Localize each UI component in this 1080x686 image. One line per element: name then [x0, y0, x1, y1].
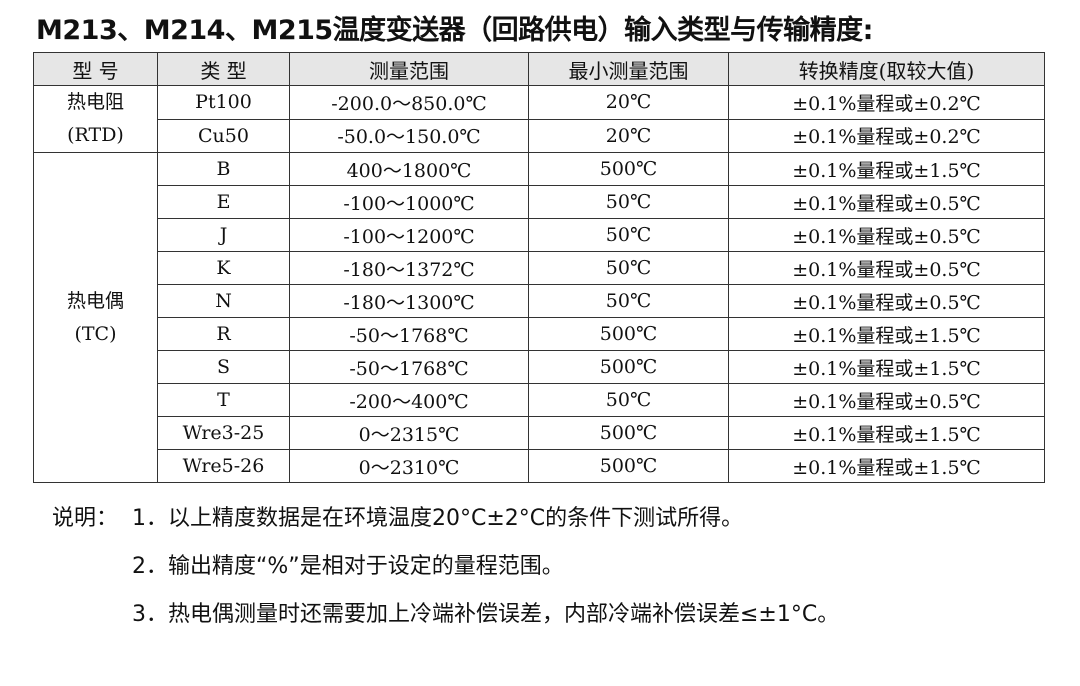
sensor-type-cell: K — [157, 251, 290, 285]
page-title: M213、M214、M215温度变送器（回路供电）输入类型与传输精度: — [36, 15, 873, 46]
min-range-cell: 50℃ — [528, 185, 729, 219]
sensor-type-cell: Cu50 — [157, 118, 290, 153]
group-abbr: (TC) — [74, 322, 117, 345]
measure-range-cell: 0～2315℃ — [289, 416, 529, 450]
min-range-cell: 500℃ — [528, 152, 729, 186]
accuracy-cell: ±0.1%量程或±1.5℃ — [728, 350, 1045, 384]
accuracy-cell: ±0.1%量程或±1.5℃ — [728, 449, 1045, 483]
min-range-cell: 50℃ — [528, 284, 729, 318]
table-row: R -50～1768℃ 500℃ ±0.1%量程或±1.5℃ — [34, 317, 1045, 351]
accuracy-cell: ±0.1%量程或±1.5℃ — [728, 416, 1045, 450]
min-range-cell: 500℃ — [528, 449, 729, 483]
sensor-type-cell: J — [157, 218, 290, 252]
min-range-cell: 500℃ — [528, 350, 729, 384]
accuracy-cell: ±0.1%量程或±0.5℃ — [728, 185, 1045, 219]
table-row: Wre3-25 0～2315℃ 500℃ ±0.1%量程或±1.5℃ — [34, 416, 1045, 450]
header-type: 类 型 — [157, 52, 290, 86]
table-row: 热电偶 (TC) B 400～1800℃ 500℃ ±0.1%量程或±1.5℃ — [33, 152, 1045, 483]
table-row: Wre5-26 0～2310℃ 500℃ ±0.1%量程或±1.5℃ — [34, 449, 1045, 483]
sensor-type-cell: Wre3-25 — [157, 416, 290, 450]
sensor-type-cell: E — [157, 185, 290, 219]
table-row: T -200～400℃ 50℃ ±0.1%量程或±0.5℃ — [34, 383, 1045, 417]
measure-range-cell: -200.0～850.0℃ — [289, 85, 529, 120]
min-range-cell: 20℃ — [528, 85, 729, 120]
min-range-cell: 50℃ — [528, 383, 729, 417]
accuracy-cell: ±0.1%量程或±1.5℃ — [728, 317, 1045, 351]
accuracy-cell: ±0.1%量程或±0.5℃ — [728, 218, 1045, 252]
min-range-cell: 50℃ — [528, 218, 729, 252]
sensor-type-cell: R — [157, 317, 290, 351]
measure-range-cell: -180～1300℃ — [289, 284, 529, 318]
measure-range-cell: -100～1200℃ — [289, 218, 529, 252]
measure-range-cell: -180～1372℃ — [289, 251, 529, 285]
header-min-range: 最小测量范围 — [528, 52, 729, 86]
table-row: J -100～1200℃ 50℃ ±0.1%量程或±0.5℃ — [34, 218, 1045, 252]
sensor-type-cell: T — [157, 383, 290, 417]
min-range-cell: 50℃ — [528, 251, 729, 285]
sensor-type-cell: B — [157, 152, 290, 186]
accuracy-cell: ±0.1%量程或±0.2℃ — [728, 85, 1045, 120]
note-item: 3．热电偶测量时还需要加上冷端补偿误差，内部冷端补偿误差≤±1°C。 — [132, 602, 840, 627]
measure-range-cell: -50～1768℃ — [289, 350, 529, 384]
table-row: K -180～1372℃ 50℃ ±0.1%量程或±0.5℃ — [34, 251, 1045, 285]
accuracy-cell: ±0.1%量程或±0.5℃ — [728, 251, 1045, 285]
sensor-type-cell: N — [157, 284, 290, 318]
table-row: N -180～1300℃ 50℃ ±0.1%量程或±0.5℃ — [34, 284, 1045, 318]
header-accuracy: 转换精度(取较大值) — [728, 52, 1045, 86]
min-range-cell: 500℃ — [528, 317, 729, 351]
spec-table: 型 号 类 型 测量范围 最小测量范围 转换精度(取较大值) 热电阻 (RTD) P… — [33, 52, 1045, 483]
table-row: Cu50 -50.0～150.0℃ 20℃ ±0.1%量程或±0.2℃ — [34, 118, 1045, 153]
measure-range-cell: 400～1800℃ — [289, 152, 529, 186]
header-model: 型 号 — [33, 52, 158, 86]
sensor-type-cell: Wre5-26 — [157, 449, 290, 483]
group-name: 热电阻 — [66, 91, 124, 113]
sensor-type-cell: S — [157, 350, 290, 384]
accuracy-cell: ±0.1%量程或±0.5℃ — [728, 383, 1045, 417]
measure-range-cell: 0～2310℃ — [289, 449, 529, 483]
min-range-cell: 500℃ — [528, 416, 729, 450]
accuracy-cell: ±0.1%量程或±1.5℃ — [728, 152, 1045, 186]
note-item: 1．以上精度数据是在环境温度20°C±2°C的条件下测试所得。 — [132, 506, 744, 531]
header-range: 测量范围 — [289, 52, 529, 86]
group-abbr: (RTD) — [67, 124, 124, 146]
notes-label: 说明： — [52, 506, 119, 531]
table-row: 热电阻 (RTD) Pt100 -200.0～850.0℃ 20℃ ±0.1%量程或±0.… — [33, 85, 1045, 153]
measure-range-cell: -50.0～150.0℃ — [289, 118, 529, 153]
accuracy-cell: ±0.1%量程或±0.2℃ — [728, 118, 1045, 153]
table-header-row: 型 号 类 型 测量范围 最小测量范围 转换精度(取较大值) — [33, 52, 1045, 86]
table-row: S -50～1768℃ 500℃ ±0.1%量程或±1.5℃ — [34, 350, 1045, 384]
group-cell: 热电阻 (RTD) — [33, 85, 158, 153]
measure-range-cell: -100～1000℃ — [289, 185, 529, 219]
measure-range-cell: -200～400℃ — [289, 383, 529, 417]
sensor-type-cell: Pt100 — [157, 85, 290, 120]
table-row: E -100～1000℃ 50℃ ±0.1%量程或±0.5℃ — [34, 185, 1045, 219]
note-item: 2．输出精度“%”是相对于设定的量程范围。 — [132, 554, 564, 579]
accuracy-cell: ±0.1%量程或±0.5℃ — [728, 284, 1045, 318]
measure-range-cell: -50～1768℃ — [289, 317, 529, 351]
group-cell: 热电偶 (TC) — [33, 152, 158, 483]
min-range-cell: 20℃ — [528, 118, 729, 153]
group-name: 热电偶 — [66, 289, 124, 312]
